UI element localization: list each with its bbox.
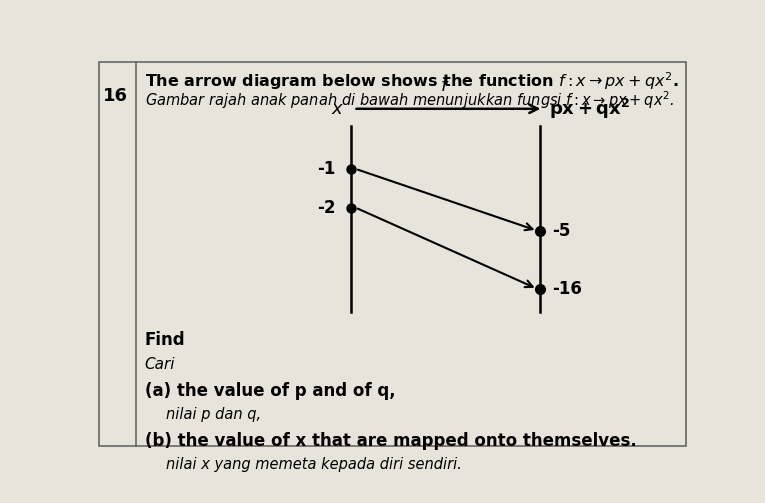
Text: $x$: $x$: [331, 100, 344, 118]
Text: -5: -5: [552, 222, 571, 240]
Text: Gambar rajah anak panah di bawah menunjukkan fungsi $f: x \rightarrow px + qx^2$: Gambar rajah anak panah di bawah menunju…: [145, 90, 674, 111]
Text: (a) the value of p and of q,: (a) the value of p and of q,: [145, 382, 396, 400]
Text: Cari: Cari: [145, 357, 175, 372]
Text: -1: -1: [317, 160, 336, 178]
Text: Find: Find: [145, 331, 185, 350]
Text: nilai p dan q,: nilai p dan q,: [165, 407, 261, 422]
Text: (b) the value of x that are mapped onto themselves.: (b) the value of x that are mapped onto …: [145, 432, 636, 450]
Text: $f$: $f$: [440, 77, 451, 95]
Text: $\mathbf{px + qx^2}$: $\mathbf{px + qx^2}$: [549, 97, 630, 121]
Text: -16: -16: [552, 280, 582, 298]
Text: nilai x yang memeta kepada diri sendiri.: nilai x yang memeta kepada diri sendiri.: [165, 457, 461, 472]
Text: -2: -2: [317, 199, 336, 216]
Text: The arrow diagram below shows the function $f: x \rightarrow px + qx^2$.: The arrow diagram below shows the functi…: [145, 70, 679, 92]
Text: 16: 16: [103, 88, 129, 106]
